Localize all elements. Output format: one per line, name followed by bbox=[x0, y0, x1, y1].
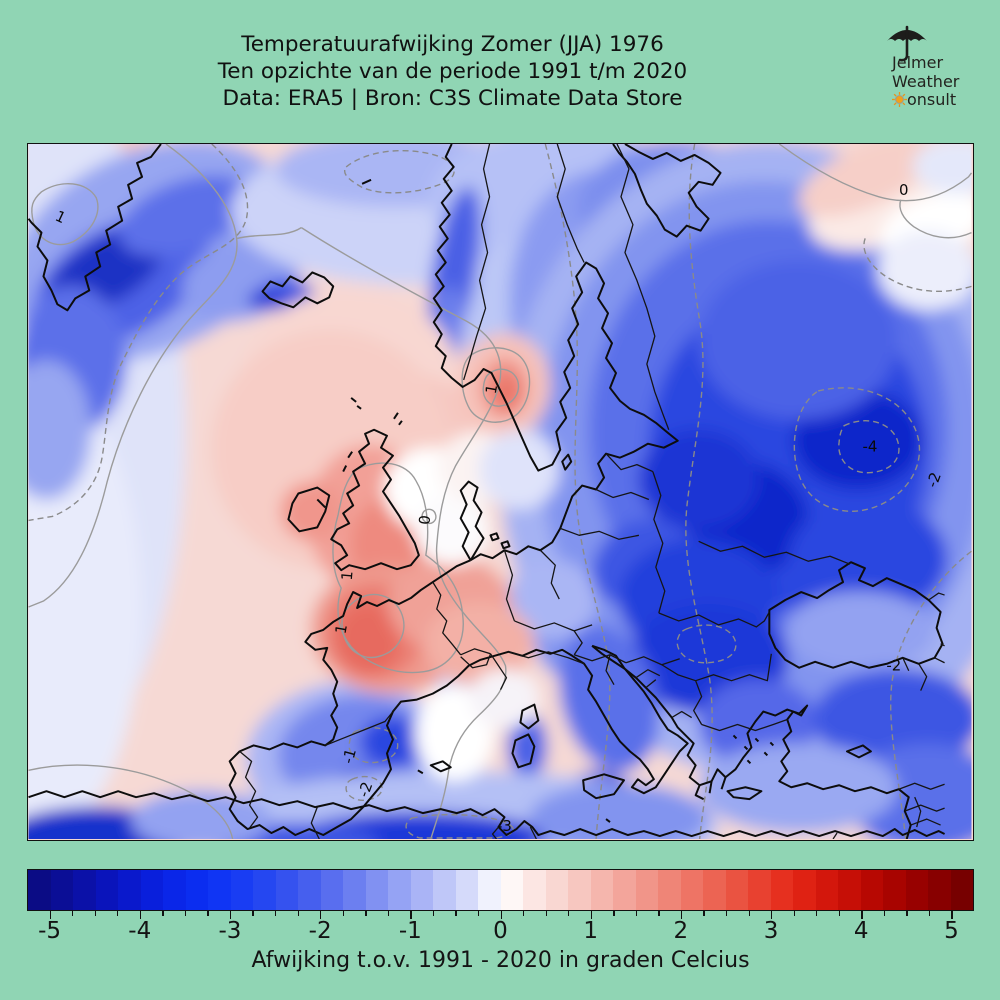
colorbar-segment bbox=[500, 870, 523, 910]
colorbar-segment bbox=[613, 870, 636, 910]
contour-label: -4 bbox=[862, 438, 877, 456]
colorbar-segment bbox=[860, 870, 883, 910]
colorbar-segment bbox=[883, 870, 906, 910]
colorbar-segment bbox=[185, 870, 208, 910]
colorbar-tick-label: 3 bbox=[763, 918, 779, 944]
colorbar-segment bbox=[410, 870, 433, 910]
contour-label: -1 bbox=[339, 747, 360, 766]
contour-label: 1 bbox=[338, 570, 357, 581]
colorbar-tick-label: 0 bbox=[493, 918, 508, 944]
coastlines bbox=[28, 144, 946, 839]
colorbar-label: Afwijking t.o.v. 1991 - 2020 in graden C… bbox=[251, 948, 750, 973]
logo-line-2: Weather bbox=[892, 71, 960, 91]
contour-label: -2 bbox=[886, 657, 901, 675]
colorbar-segment bbox=[725, 870, 748, 910]
colorbar-tick-label: 4 bbox=[853, 918, 869, 944]
contour-label: 0 bbox=[415, 514, 434, 525]
contour-label: 0 bbox=[899, 181, 909, 199]
colorbar-tick-labels: -5 -4 -3 -2 -1 0 1 2 3 4 5 bbox=[27, 918, 974, 948]
colorbar-segment bbox=[523, 870, 546, 910]
colorbar-segment bbox=[478, 870, 501, 910]
colorbar-segment bbox=[208, 870, 231, 910]
colorbar-tick-label: 2 bbox=[673, 918, 689, 944]
contour-label: -2 bbox=[354, 779, 376, 799]
colorbar-tick-label: 1 bbox=[583, 918, 599, 944]
colorbar-segment bbox=[28, 870, 51, 910]
colorbar-segment bbox=[658, 870, 681, 910]
contour-label: 1 bbox=[332, 623, 351, 635]
colorbar-segment bbox=[680, 870, 703, 910]
colorbar-segment bbox=[320, 870, 343, 910]
anomaly-map: 1 0 1 0 1 1 -1 -2 -4 -2 -2 -3 bbox=[27, 143, 974, 841]
colorbar-segment bbox=[118, 870, 141, 910]
contour-label: -3 bbox=[497, 817, 512, 835]
colorbar-tick-label: -5 bbox=[38, 918, 62, 944]
logo: Jelmer Weather onsult bbox=[868, 22, 993, 110]
figure-title: Temperatuurafwijking Zomer (JJA) 1976 Te… bbox=[0, 31, 905, 112]
title-line-3: Data: ERA5 | Bron: C3S Climate Data Stor… bbox=[222, 86, 683, 111]
colorbar-segment bbox=[838, 870, 861, 910]
colorbar-ticks bbox=[27, 911, 974, 921]
colorbar-segment bbox=[433, 870, 456, 910]
colorbar-segment bbox=[140, 870, 163, 910]
colorbar-segment bbox=[545, 870, 568, 910]
colorbar-tick-label: -1 bbox=[398, 918, 422, 944]
colorbar-segment bbox=[163, 870, 186, 910]
colorbar-tick-label: -4 bbox=[128, 918, 152, 944]
colorbar-segment bbox=[928, 870, 951, 910]
colorbar-segment bbox=[50, 870, 73, 910]
contour-label: 1 bbox=[482, 383, 501, 395]
colorbar-segment bbox=[298, 870, 321, 910]
colorbar-segment bbox=[590, 870, 613, 910]
colorbar-segment bbox=[748, 870, 771, 910]
logo-line-3: onsult bbox=[868, 90, 993, 110]
colorbar-segment bbox=[73, 870, 96, 910]
umbrella-icon bbox=[887, 25, 927, 62]
sun-icon bbox=[892, 92, 907, 107]
colorbar-segment bbox=[568, 870, 591, 910]
colorbar-tick-label: -3 bbox=[218, 918, 242, 944]
contour-label: -2 bbox=[923, 470, 945, 490]
colorbar bbox=[27, 869, 974, 911]
colorbar-tick-label: 5 bbox=[944, 918, 959, 944]
colorbar-segment bbox=[365, 870, 388, 910]
colorbar-segment bbox=[253, 870, 276, 910]
country-borders bbox=[239, 144, 945, 839]
colorbar-segment bbox=[95, 870, 118, 910]
title-line-2: Ten opzichte van de periode 1991 t/m 202… bbox=[217, 59, 688, 84]
colorbar-segment bbox=[703, 870, 726, 910]
colorbar-segment bbox=[950, 870, 973, 910]
colorbar-segment bbox=[635, 870, 658, 910]
logo-line-1: Jelmer bbox=[892, 53, 944, 72]
colorbar-tick-label: -2 bbox=[308, 918, 332, 944]
colorbar-segment bbox=[905, 870, 928, 910]
colorbar-segment bbox=[343, 870, 366, 910]
title-line-1: Temperatuurafwijking Zomer (JJA) 1976 bbox=[241, 32, 664, 57]
anomaly-field bbox=[28, 144, 972, 839]
colorbar-segment bbox=[388, 870, 411, 910]
colorbar-segment bbox=[455, 870, 478, 910]
colorbar-segment bbox=[230, 870, 253, 910]
colorbar-segment bbox=[770, 870, 793, 910]
colorbar-segment bbox=[793, 870, 816, 910]
logo-line-3-text: onsult bbox=[907, 90, 957, 109]
colorbar-segment bbox=[275, 870, 298, 910]
colorbar-segment bbox=[815, 870, 838, 910]
